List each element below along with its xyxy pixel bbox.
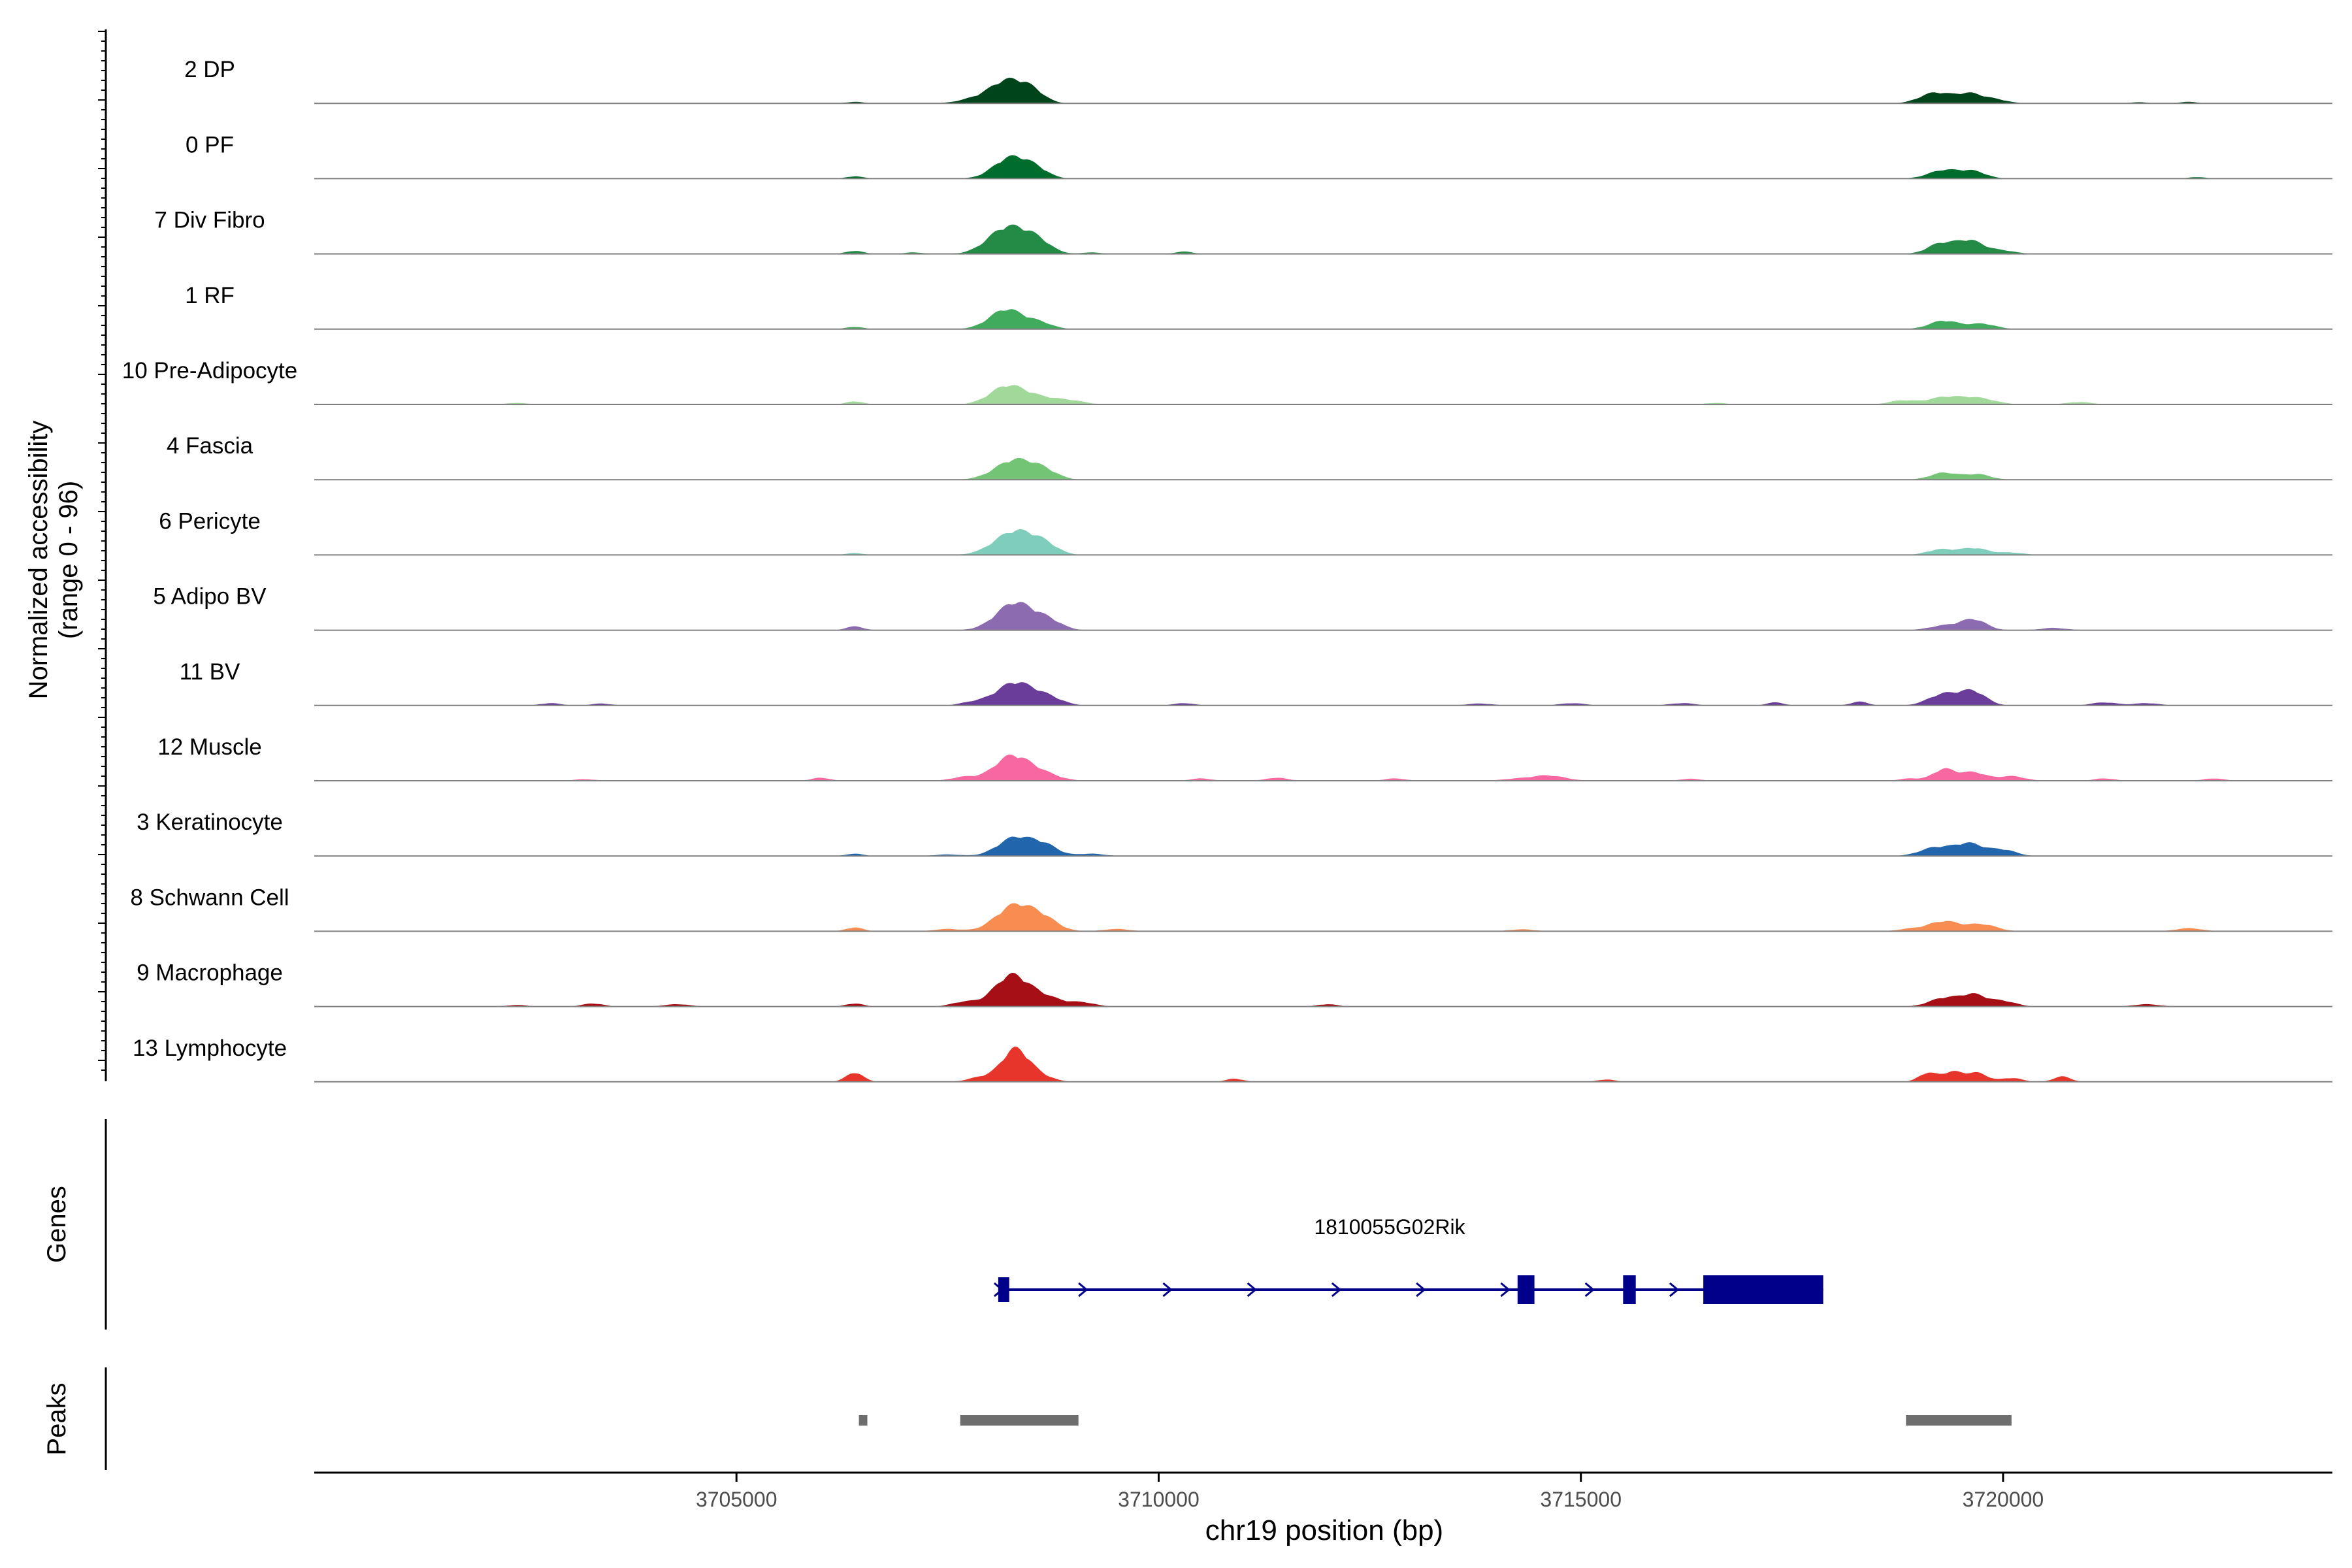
x-tick-label: 3715000: [1540, 1488, 1622, 1511]
strand-arrow: [1500, 1282, 1511, 1298]
track: 6 Pericyte: [159, 508, 2332, 556]
x-axis-ticks: 3705000 3710000 3715000 3720000: [696, 1473, 2044, 1511]
track: 13 Lymphocyte: [133, 1036, 2332, 1083]
track-area: [314, 754, 2332, 781]
track: 5 Adipo BV: [153, 584, 2332, 631]
track-area: [314, 972, 2332, 1007]
y-axis-ticks: [98, 31, 106, 1071]
track-label: 0 PF: [186, 132, 234, 157]
track: 3 Keratinocyte: [137, 809, 2332, 857]
x-axis-title: chr19 position (bp): [1205, 1514, 1443, 1546]
y-axis-title-line1: Normalized accessibility: [24, 421, 53, 700]
track: 9 Macrophage: [137, 960, 2332, 1007]
y-axis-title-line2: (range 0 - 96): [54, 481, 83, 639]
track-label: 13 Lymphocyte: [133, 1036, 287, 1061]
track-area: [314, 836, 2332, 857]
track-area: [314, 529, 2332, 555]
track: 11 BV: [180, 659, 2332, 706]
track-label: 7 Div Fibro: [154, 208, 265, 233]
track: 7 Div Fibro: [154, 208, 2332, 255]
track: 1 RF: [185, 283, 2332, 330]
track: 4 Fascia: [167, 433, 2332, 481]
x-tick-label: 3720000: [1963, 1488, 2044, 1511]
strand-arrow: [1584, 1282, 1595, 1298]
track-label: 12 Muscle: [157, 734, 262, 760]
strand-arrow: [1331, 1282, 1342, 1298]
gene-exon: [998, 1277, 1009, 1302]
gene-exon: [1517, 1275, 1535, 1304]
peak-region: [960, 1415, 1079, 1426]
peaks-label: Peaks: [42, 1382, 71, 1455]
track-label: 3 Keratinocyte: [137, 809, 283, 835]
track-label: 6 Pericyte: [159, 508, 261, 534]
strand-arrow: [1078, 1282, 1088, 1298]
track-label: 10 Pre-Adipocyte: [122, 358, 297, 384]
track: 0 PF: [186, 132, 2332, 180]
track-area: [314, 77, 2332, 104]
gene-model: 1810055G02Rik: [993, 1215, 1823, 1304]
track-area: [314, 309, 2332, 329]
track-label: 8 Schwann Cell: [130, 885, 289, 910]
track: 10 Pre-Adipocyte: [122, 358, 2332, 405]
gene-exon: [1703, 1275, 1823, 1304]
track-area: [314, 682, 2332, 706]
track-area: [314, 903, 2332, 932]
coverage-tracks: 2 DP 0 PF 7 Div Fibro 1 RF 10 Pre-Adipocyte 4…: [122, 57, 2332, 1083]
gene-name-label: 1810055G02Rik: [1314, 1215, 1465, 1239]
track-area: [314, 385, 2332, 404]
x-tick-label: 3710000: [1118, 1488, 1200, 1511]
track-label: 4 Fascia: [167, 433, 253, 459]
track-area: [314, 458, 2332, 480]
gene-exon: [1623, 1275, 1636, 1304]
strand-arrow: [1416, 1282, 1426, 1298]
track: 2 DP: [184, 57, 2332, 105]
strand-arrow: [1162, 1282, 1173, 1298]
peak-regions: [858, 1415, 2012, 1426]
track-label: 5 Adipo BV: [153, 584, 267, 610]
x-tick-label: 3705000: [696, 1488, 777, 1511]
track-area: [314, 602, 2332, 630]
genes-label: Genes: [42, 1186, 71, 1263]
peak-region: [858, 1415, 868, 1426]
track-label: 1 RF: [185, 283, 235, 308]
track-label: 9 Macrophage: [137, 960, 283, 986]
peak-region: [1906, 1415, 2012, 1426]
track-area: [314, 224, 2332, 254]
track-area: [314, 1046, 2332, 1082]
track: 8 Schwann Cell: [130, 885, 2332, 932]
strand-arrow: [1669, 1282, 1680, 1298]
track: 12 Muscle: [157, 734, 2332, 781]
track-label: 11 BV: [180, 659, 240, 685]
track-area: [314, 155, 2332, 179]
strand-arrow: [1247, 1282, 1257, 1298]
track-label: 2 DP: [184, 57, 235, 82]
